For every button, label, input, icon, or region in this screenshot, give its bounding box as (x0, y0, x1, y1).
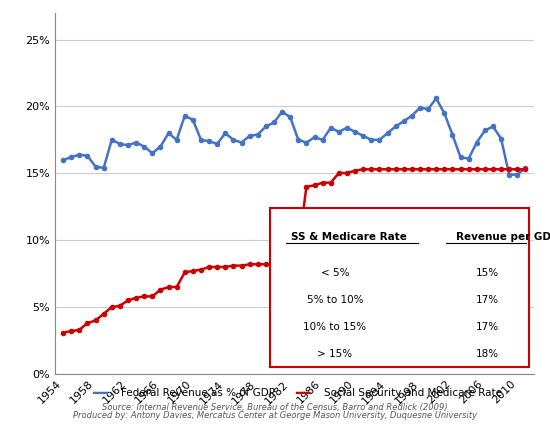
Text: Social Security and Medicare Rate: Social Security and Medicare Rate (324, 388, 503, 398)
Text: Produced by: Antony Davies, Mercatus Center at George Mason University, Duquesne: Produced by: Antony Davies, Mercatus Cen… (73, 411, 477, 420)
Text: —: — (91, 384, 107, 402)
Text: Source: Internal Revenue Service, Bureau of the Census, Barro and Redlick (2009): Source: Internal Revenue Service, Bureau… (102, 402, 448, 412)
Text: —: — (294, 384, 311, 402)
Text: Federal Revenue as % of GDP: Federal Revenue as % of GDP (121, 388, 275, 398)
